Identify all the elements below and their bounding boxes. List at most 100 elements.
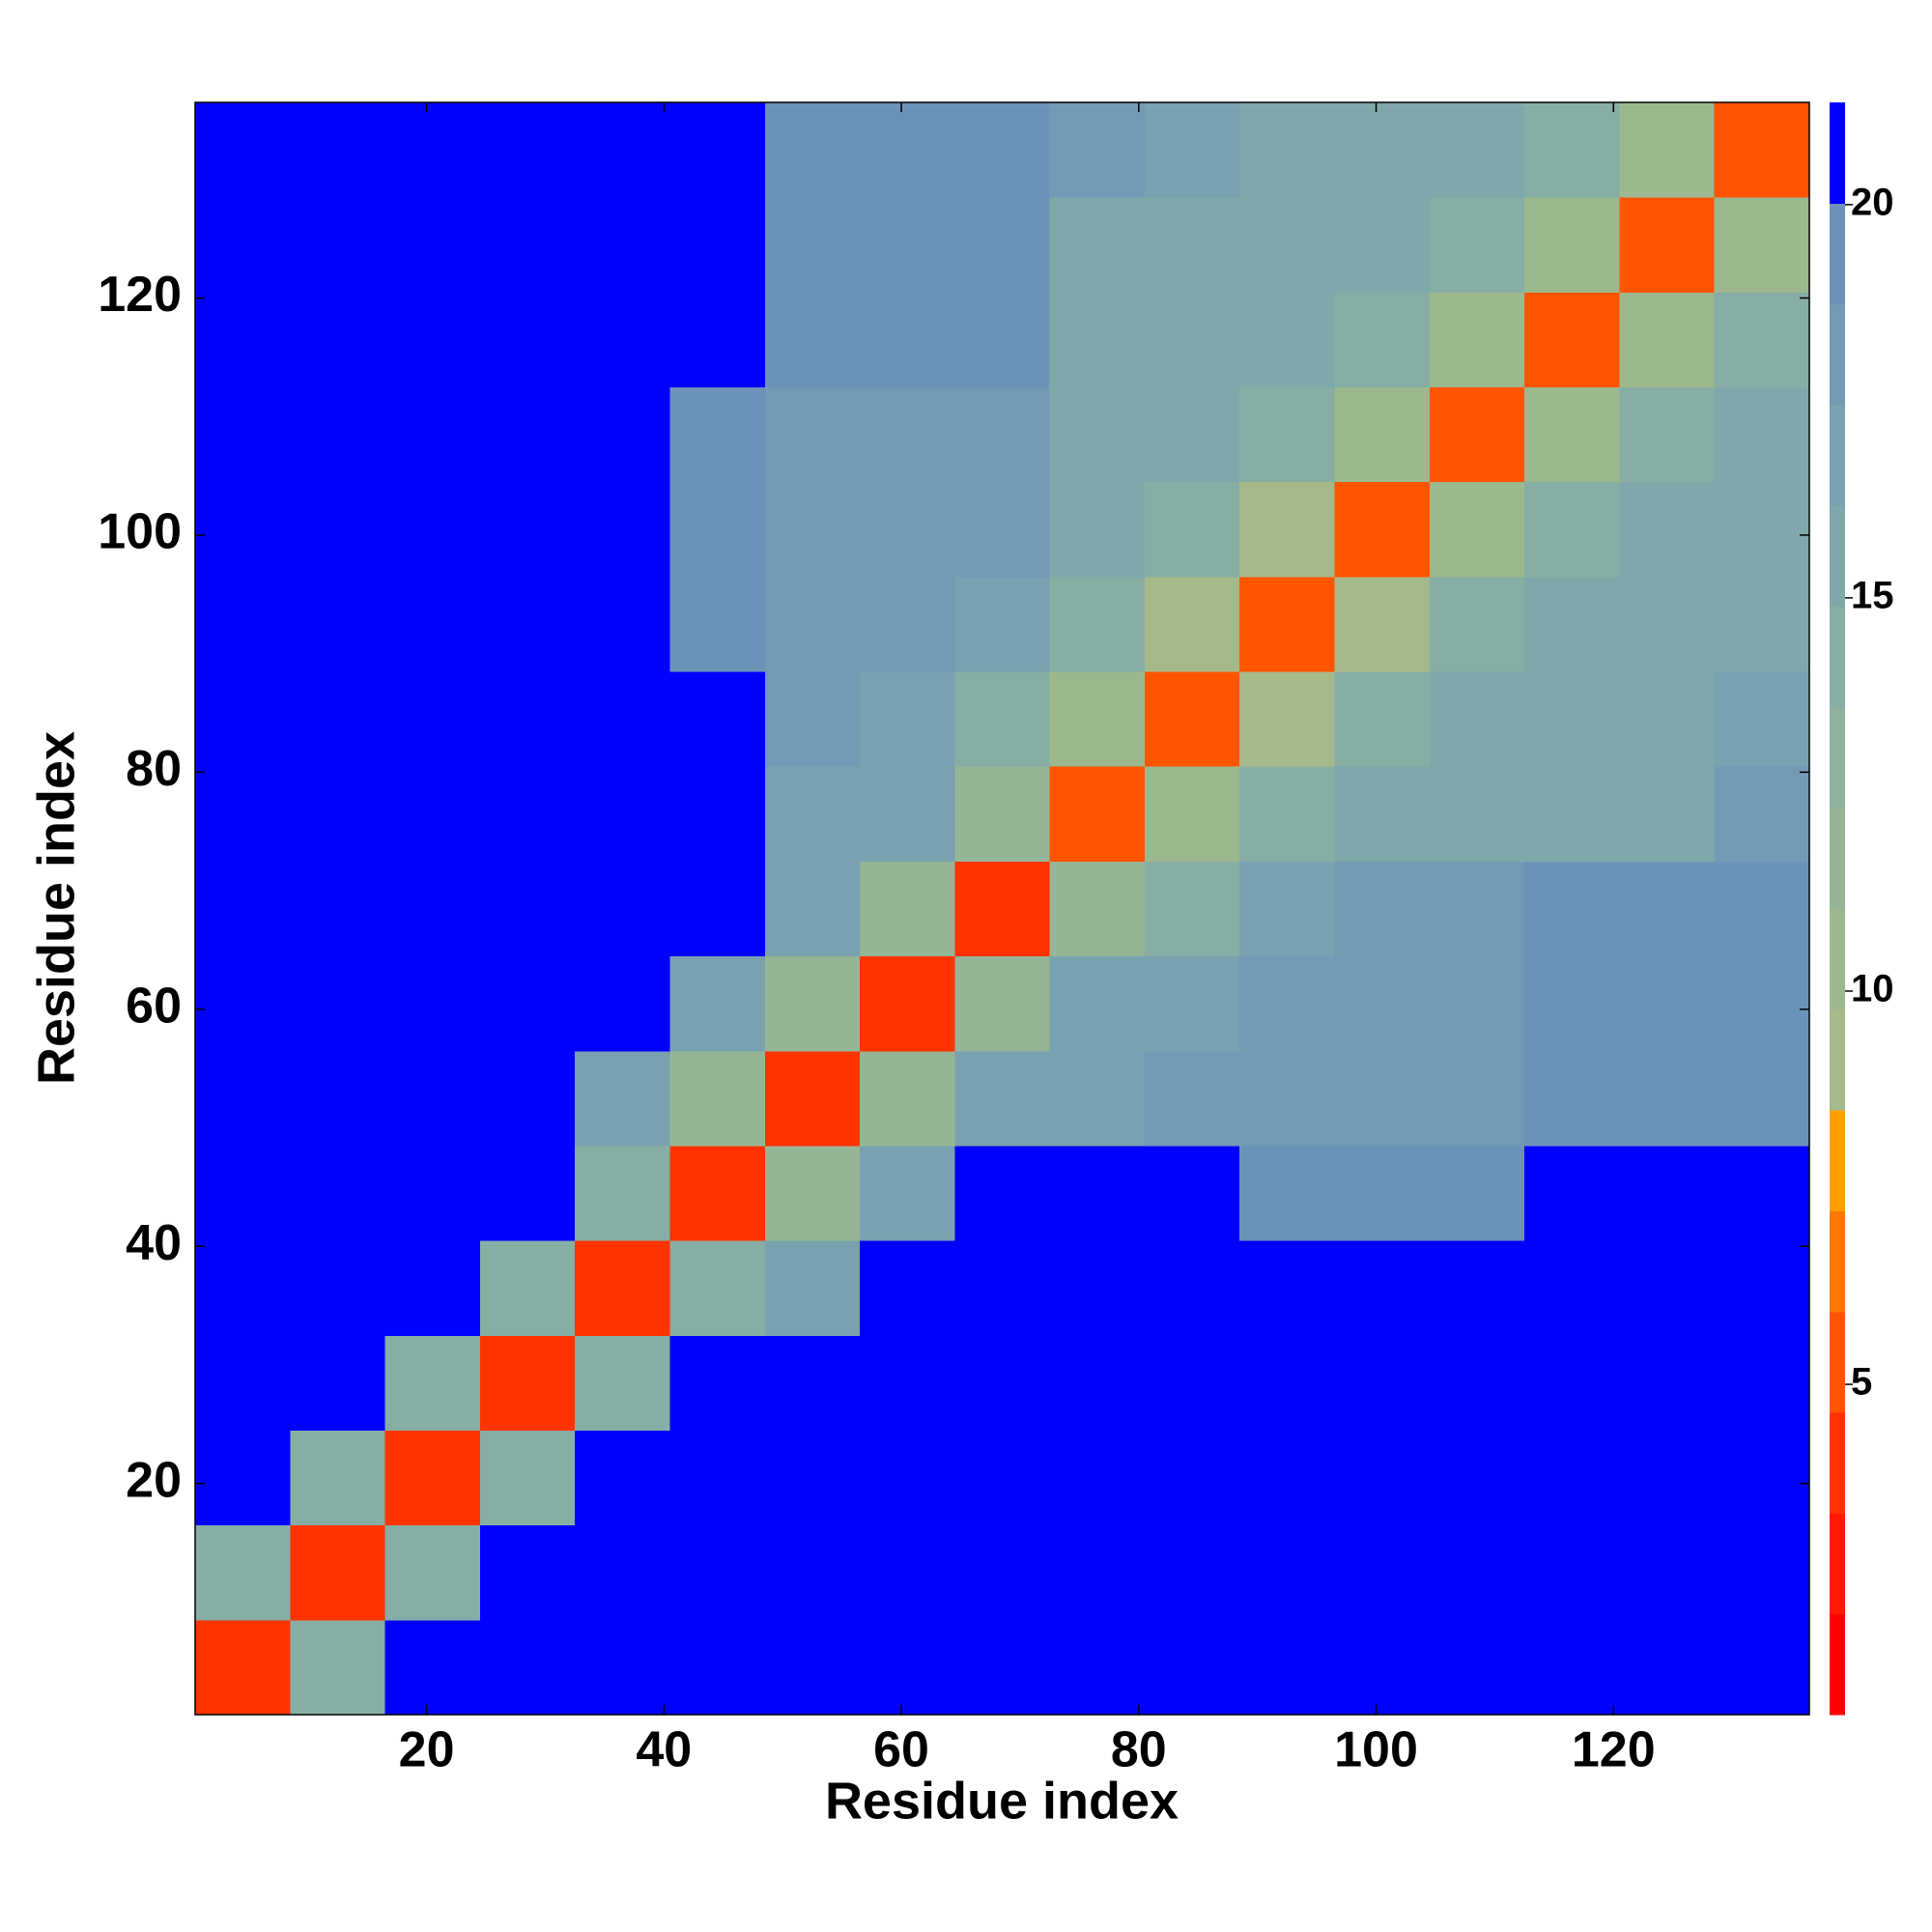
heatmap-cell <box>384 386 481 483</box>
heatmap-cell <box>954 386 1051 483</box>
heatmap-cell <box>954 102 1051 198</box>
heatmap-cell <box>1334 576 1431 672</box>
heatmap-cell <box>479 102 576 198</box>
heatmap-cell <box>195 292 291 388</box>
heatmap-cell <box>1619 1145 1716 1241</box>
heatmap-cell <box>1619 1335 1716 1431</box>
colorbar-level <box>1830 808 1845 909</box>
heatmap-cell <box>195 1335 291 1431</box>
heatmap-cell <box>860 292 955 388</box>
heatmap-cell <box>195 386 291 483</box>
heatmap-cell <box>290 481 386 578</box>
heatmap-cell <box>1239 1619 1336 1716</box>
heatmap-cell <box>1619 861 1716 957</box>
heatmap-cell <box>384 766 481 862</box>
y-tick-label: 20 <box>126 1452 182 1508</box>
colorbar-level <box>1830 1613 1845 1716</box>
heatmap-cells <box>195 102 1810 1716</box>
heatmap-cell <box>860 386 955 483</box>
heatmap-cell <box>1714 576 1810 672</box>
colorbar-level <box>1830 1210 1845 1313</box>
heatmap-cell <box>1144 1524 1240 1621</box>
heatmap-cell <box>290 1430 386 1526</box>
heatmap-cell <box>1524 861 1620 957</box>
heatmap-cell <box>1429 481 1525 578</box>
heatmap-cell <box>575 1430 670 1526</box>
heatmap-cell <box>1049 671 1146 767</box>
heatmap-cell <box>575 1619 670 1716</box>
y-axis-label: Residue index <box>27 731 85 1085</box>
heatmap-cell <box>860 197 955 293</box>
heatmap-cell <box>1144 1335 1240 1431</box>
heatmap-cell <box>195 955 291 1052</box>
heatmap-cell <box>384 576 481 672</box>
heatmap-cell <box>764 1335 861 1431</box>
heatmap-cell <box>1524 576 1620 672</box>
heatmap-cell <box>479 1240 576 1336</box>
heatmap-cell <box>575 1524 670 1621</box>
heatmap-cell <box>1144 955 1240 1052</box>
heatmap-cell <box>479 386 576 483</box>
x-tick-label: 120 <box>1572 1722 1656 1778</box>
heatmap-cell <box>1334 386 1431 483</box>
colorbar-level <box>1830 102 1845 204</box>
heatmap-cell <box>954 1145 1051 1241</box>
heatmap-cell <box>575 766 670 862</box>
heatmap-cell <box>1714 861 1810 957</box>
heatmap-cell <box>195 1524 291 1621</box>
heatmap-cell <box>1144 292 1240 388</box>
heatmap-cell <box>669 1430 766 1526</box>
heatmap-cell <box>575 292 670 388</box>
heatmap-cell <box>1144 1145 1240 1241</box>
heatmap-cell <box>1714 1430 1810 1526</box>
colorbar-tick-label: 5 <box>1851 1361 1872 1404</box>
heatmap-cell <box>195 576 291 672</box>
heatmap-cell <box>575 481 670 578</box>
colorbar-level <box>1830 908 1845 1010</box>
heatmap-cell <box>1429 386 1525 483</box>
heatmap-cell <box>954 576 1051 672</box>
heatmap-cell <box>954 1619 1051 1716</box>
heatmap-cell <box>1619 102 1716 198</box>
heatmap-cell <box>575 386 670 483</box>
heatmap-cell <box>384 197 481 293</box>
heatmap-cell <box>1429 1050 1525 1147</box>
heatmap-cell <box>1524 1335 1620 1431</box>
heatmap-cell <box>1239 481 1336 578</box>
heatmap-cell <box>860 861 955 957</box>
heatmap-cell <box>954 292 1051 388</box>
y-tick-label: 60 <box>126 979 182 1035</box>
colorbar-tick-label: 10 <box>1851 968 1894 1010</box>
colorbar-level <box>1830 1412 1845 1514</box>
heatmap-cell <box>1144 481 1240 578</box>
heatmap-cell <box>954 671 1051 767</box>
heatmap-cell <box>860 1430 955 1526</box>
heatmap-cell <box>1334 292 1431 388</box>
heatmap-cell <box>1429 1240 1525 1336</box>
heatmap-cell <box>575 1335 670 1431</box>
heatmap-cell <box>1619 481 1716 578</box>
heatmap-cell <box>195 1050 291 1147</box>
heatmap-cell <box>575 861 670 957</box>
heatmap-cell <box>1334 481 1431 578</box>
heatmap-cell <box>479 861 576 957</box>
heatmap-cell <box>954 197 1051 293</box>
heatmap-cell <box>764 1619 861 1716</box>
heatmap-cell <box>1619 1524 1716 1621</box>
heatmap-cell <box>384 481 481 578</box>
heatmap-cell <box>1049 1050 1146 1147</box>
heatmap-cell <box>1714 481 1810 578</box>
heatmap-cell <box>479 1145 576 1241</box>
heatmap-cell <box>669 861 766 957</box>
heatmap-cell <box>1334 1050 1431 1147</box>
heatmap-cell <box>195 197 291 293</box>
heatmap-cell <box>1524 766 1620 862</box>
heatmap-cell <box>195 766 291 862</box>
heatmap-cell <box>860 1335 955 1431</box>
heatmap-cell <box>384 1335 481 1431</box>
heatmap-cell <box>1239 1524 1336 1621</box>
plot-frame <box>194 101 1810 1716</box>
heatmap-cell <box>1049 766 1146 862</box>
heatmap-cell <box>954 1050 1051 1147</box>
